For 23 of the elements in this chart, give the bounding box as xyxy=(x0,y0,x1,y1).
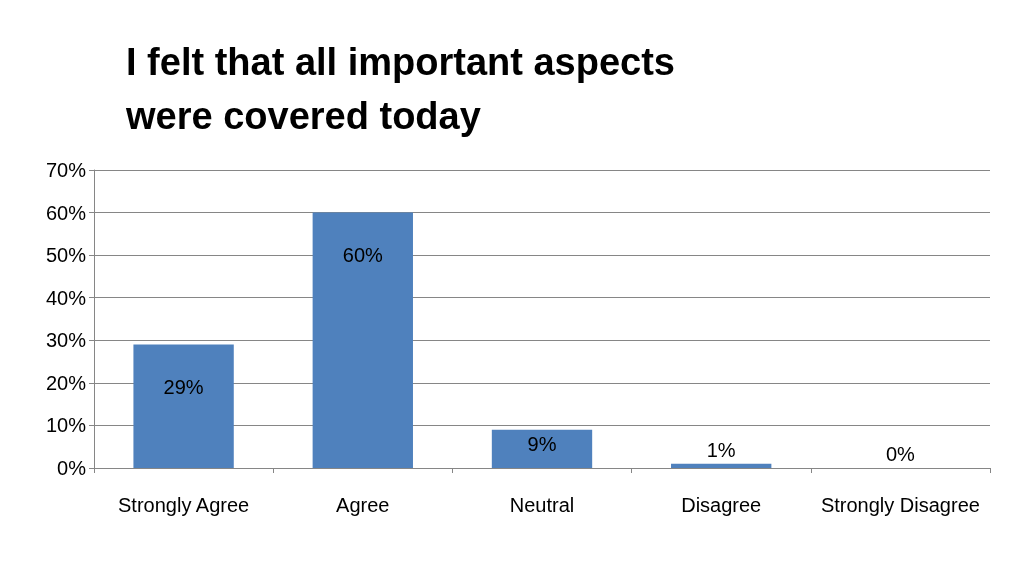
bar xyxy=(312,212,413,468)
data-label: 29% xyxy=(163,375,204,398)
x-tick-label: Agree xyxy=(336,494,390,516)
y-tick-label: 20% xyxy=(45,371,87,394)
bar xyxy=(671,463,772,468)
chart-title: I felt that all important aspects were covered today xyxy=(125,41,686,137)
x-tick-label: Disagree xyxy=(681,494,762,516)
y-tick-label: 50% xyxy=(45,244,87,267)
y-tick-label: 40% xyxy=(45,286,87,309)
data-label: 1% xyxy=(706,438,736,461)
data-label: 0% xyxy=(885,443,916,465)
bar xyxy=(491,429,593,468)
x-tick-label: Strongly Agree xyxy=(118,494,250,516)
y-tick-label: 30% xyxy=(45,329,87,352)
y-tick-label: 10% xyxy=(45,414,87,437)
y-tick-label: 0% xyxy=(57,457,87,479)
x-tick-label: Neutral xyxy=(509,494,575,516)
data-label: 9% xyxy=(527,432,557,455)
y-tick-label: 70% xyxy=(45,159,87,181)
y-tick-label: 60% xyxy=(45,201,87,224)
data-label: 60% xyxy=(342,243,384,266)
bar xyxy=(133,344,234,468)
x-tick-label: Strongly Disagree xyxy=(820,494,980,516)
